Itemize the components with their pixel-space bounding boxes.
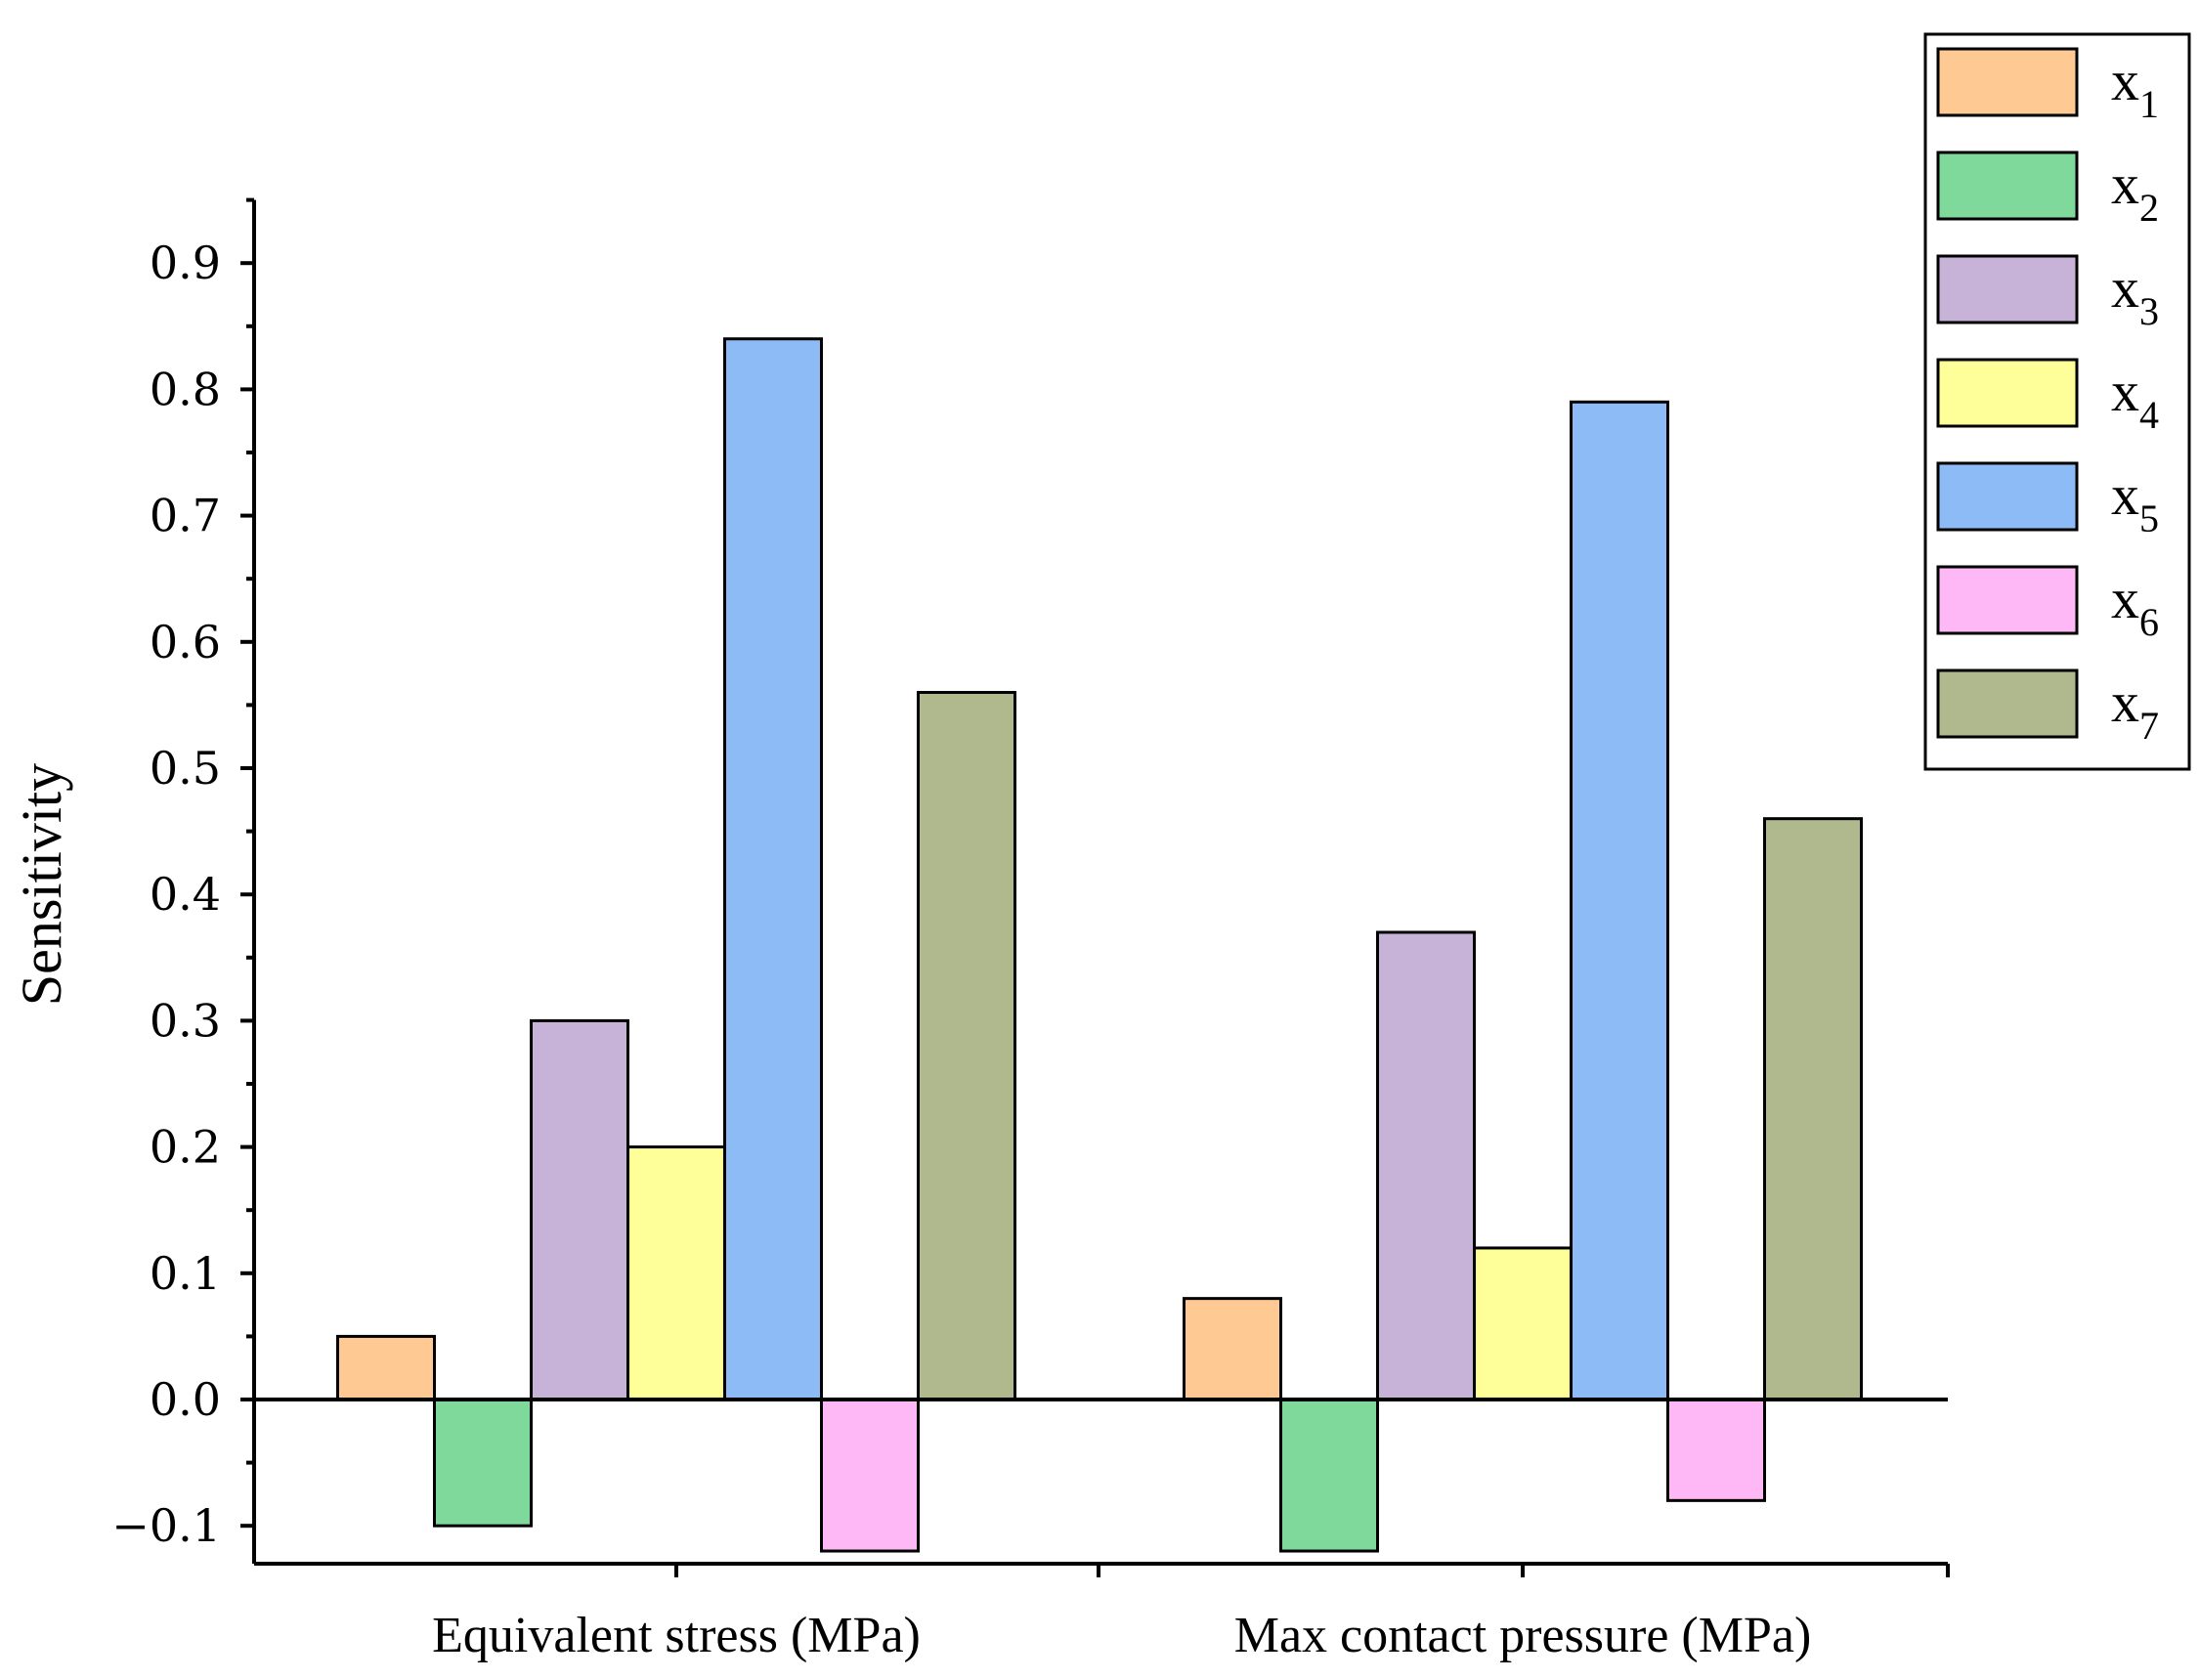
y-tick-label: 0.7 bbox=[150, 490, 221, 542]
legend-swatch-x4 bbox=[1936, 358, 2079, 428]
bar-x6-cat1 bbox=[820, 1398, 920, 1553]
bar-x1-cat2 bbox=[1183, 1297, 1282, 1401]
bars-layer bbox=[336, 337, 1863, 1553]
bar-x2-cat1 bbox=[433, 1398, 533, 1528]
legend-swatch-x6 bbox=[1936, 565, 2079, 635]
y-axis-title: Sensitivity bbox=[10, 763, 73, 1006]
bar-x2-cat2 bbox=[1279, 1398, 1379, 1553]
y-tick-label: 0.0 bbox=[150, 1373, 221, 1426]
y-tick-label: 0.2 bbox=[150, 1121, 221, 1174]
bar-x5-cat2 bbox=[1570, 400, 1669, 1401]
legend-swatch-x1 bbox=[1936, 47, 2079, 117]
legend-swatch-x5 bbox=[1936, 461, 2079, 532]
bar-x6-cat2 bbox=[1666, 1398, 1766, 1502]
y-tick-label: 0.5 bbox=[150, 742, 221, 795]
y-tick-label: 0.6 bbox=[150, 616, 221, 668]
bar-x7-cat2 bbox=[1763, 817, 1863, 1401]
legend-swatch-x7 bbox=[1936, 668, 2079, 739]
bar-x7-cat1 bbox=[917, 690, 1016, 1401]
legend-swatch-x2 bbox=[1936, 151, 2079, 221]
y-tick-label: 0.9 bbox=[150, 237, 221, 289]
bar-x1-cat1 bbox=[336, 1334, 436, 1401]
y-tick-label: −0.1 bbox=[111, 1499, 221, 1552]
y-tick-label: 0.4 bbox=[150, 868, 221, 921]
x-category-label: Equivalent stress (MPa) bbox=[432, 1608, 921, 1663]
x-category-label: Max contact pressure (MPa) bbox=[1234, 1608, 1812, 1663]
bar-x3-cat1 bbox=[530, 1018, 629, 1401]
axes-layer: −0.1 0.0 0.1 0.2 0.3 0.4 0.5 0.6 0.7 0.8 0.9 Equiva… bbox=[111, 197, 1950, 1663]
bar-x3-cat2 bbox=[1376, 930, 1476, 1401]
bar-x5-cat1 bbox=[723, 337, 823, 1401]
legend-swatch-x3 bbox=[1936, 254, 2079, 324]
bar-x4-cat1 bbox=[626, 1145, 726, 1401]
bar-x4-cat2 bbox=[1473, 1246, 1573, 1401]
y-tick-label: 0.3 bbox=[150, 994, 221, 1047]
y-tick-label: 0.8 bbox=[150, 363, 221, 415]
y-tick-label: 0.1 bbox=[150, 1247, 221, 1300]
